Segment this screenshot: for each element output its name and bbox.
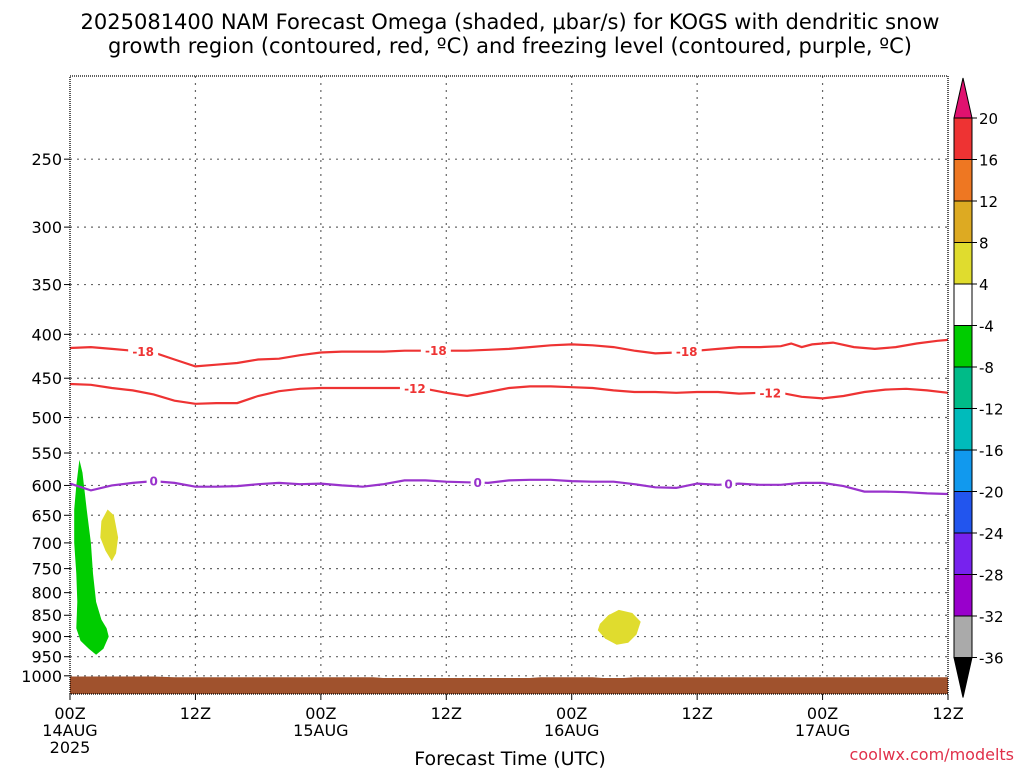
contour-label: -18 [425, 344, 447, 358]
colorbar-tick-label: -24 [979, 525, 1004, 543]
x-tick-label: 15AUG [293, 721, 348, 740]
credit-text[interactable]: coolwx.com/modelts [850, 745, 1014, 764]
x-tick-label: 00Z [556, 704, 587, 723]
contour-label: 0 [473, 476, 481, 490]
colorbar-tick-label: 20 [979, 110, 998, 128]
contour-label-background [399, 381, 430, 396]
colorbar-legend: 20 16 12 8 4 -4 -8 -12 -16 -20 -24 -28 -32 -36 [953, 77, 1004, 698]
shaded-region-omega-positive-14aug [100, 509, 119, 562]
x-tick-label: 12Z [932, 704, 963, 723]
contour-label: 0 [149, 475, 157, 489]
y-tick-label: 800 [31, 584, 62, 603]
contour-label: -12 [759, 386, 781, 400]
chart-title-line-1: 2025081400 NAM Forecast Omega (shaded, μ… [81, 10, 940, 34]
contour-label-background [146, 474, 161, 489]
colorbar-tick-label: -16 [979, 442, 1004, 460]
contour-line--18 [69, 338, 949, 368]
colorbar-segment [953, 615, 973, 658]
colorbar-segment [953, 200, 973, 243]
y-tick-label: 1000 [21, 667, 62, 686]
x-tick-label: 12Z [681, 704, 712, 723]
colorbar-segment [953, 532, 973, 575]
colorbar-bottom-arrow [953, 657, 973, 698]
colorbar-segment [953, 283, 973, 326]
contour-label: 0 [724, 478, 732, 492]
x-tick-label: 12Z [180, 704, 211, 723]
colorbar-segment [953, 242, 973, 285]
contour-label-background [420, 343, 451, 358]
shaded-region-omega-negative [74, 459, 109, 655]
x-tick-label: 16AUG [544, 721, 599, 740]
colorbar-segment [953, 117, 973, 160]
plot-frame [69, 75, 949, 695]
contour-label-background [755, 385, 786, 400]
x-tick-label: 17AUG [795, 721, 850, 740]
colorbar-segment [953, 159, 973, 202]
contour-line--12 [69, 382, 949, 405]
contour-label: -18 [676, 345, 698, 359]
colorbar-tick-label: -8 [979, 359, 994, 377]
x-tick-label: 00Z [54, 704, 85, 723]
y-tick-label: 450 [31, 369, 62, 388]
y-tick-label: 650 [31, 506, 62, 525]
terrain-surface [70, 676, 948, 694]
colorbar-segment [953, 325, 973, 368]
x-tick-label: 2025 [50, 738, 91, 757]
colorbar-tick-label: 4 [979, 276, 989, 294]
y-tick-label: 400 [31, 325, 62, 344]
y-tick-label: 350 [31, 276, 62, 295]
colorbar-segment [953, 449, 973, 492]
colorbar-segment [953, 366, 973, 409]
contour-label: -12 [404, 382, 426, 396]
contour-label-background [470, 475, 485, 490]
contour-label-background [721, 477, 736, 492]
contour-label-background [128, 344, 159, 359]
x-axis-label: Forecast Time (UTC) [414, 748, 605, 768]
y-tick-label: 900 [31, 628, 62, 647]
y-tick-label: 300 [31, 218, 62, 237]
contour-line-0 [69, 478, 949, 496]
colorbar-tick-label: -28 [979, 567, 1004, 585]
plot-area: -18 -18 -18 -12 -12 0 0 0 [69, 75, 949, 695]
colorbar-tick-label: 8 [979, 235, 989, 253]
colorbar-tick-label: -36 [979, 650, 1004, 668]
colorbar-segment [953, 574, 973, 617]
colorbar-tick-label: 16 [979, 152, 998, 170]
x-tick-label: 00Z [807, 704, 838, 723]
contour-label: -18 [132, 345, 154, 359]
colorbar-tick-label: -4 [979, 318, 994, 336]
chart-title-line-2: growth region (contoured, red, ºC) and f… [108, 34, 912, 58]
colorbar-segment [953, 491, 973, 534]
y-tick-label: 850 [31, 606, 62, 625]
y-tick-label: 550 [31, 444, 62, 463]
y-tick-label: 250 [31, 150, 62, 169]
y-tick-label: 750 [31, 560, 62, 579]
y-axis: 250 300 350 400 450 500 550 600 650 700 750 800 850 9… [21, 150, 70, 686]
y-tick-label: 700 [31, 534, 62, 553]
y-tick-label: 600 [31, 476, 62, 495]
x-tick-label: 12Z [431, 704, 462, 723]
y-tick-label: 500 [31, 408, 62, 427]
colorbar-tick-label: -12 [979, 401, 1004, 419]
colorbar-tick-label: 12 [979, 193, 998, 211]
shaded-region-omega-positive-16aug [597, 609, 641, 645]
y-tick-label: 950 [31, 648, 62, 667]
colorbar-tick-label: -32 [979, 608, 1004, 626]
x-tick-label: 00Z [305, 704, 336, 723]
x-tick-label: 14AUG [42, 721, 97, 740]
colorbar-tick-label: -20 [979, 484, 1004, 502]
colorbar-segment [953, 408, 973, 451]
contour-label-background [671, 344, 702, 359]
